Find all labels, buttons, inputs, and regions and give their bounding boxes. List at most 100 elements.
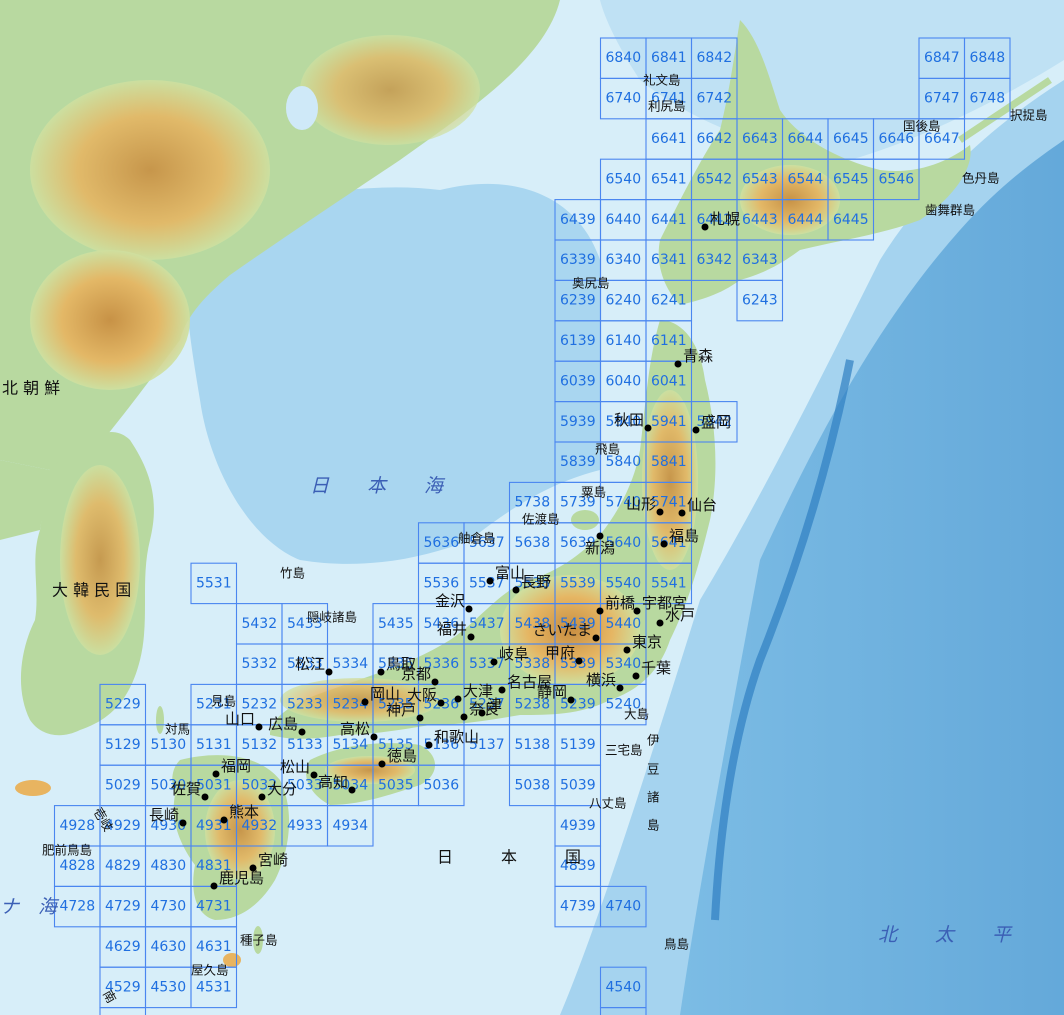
city-marker[interactable]: 静岡 [537, 683, 575, 704]
city-marker[interactable]: 鳥取 [377, 655, 417, 676]
city-marker[interactable]: 金沢 [435, 592, 473, 613]
mesh-cell-box[interactable] [599, 1007, 647, 1015]
mesh-cell-6747[interactable]: 6747 [918, 77, 966, 120]
mesh-cell-6541[interactable]: 6541 [645, 158, 693, 201]
mesh-cell-5432[interactable]: 5432 [235, 603, 283, 645]
mesh-cell-box[interactable] [736, 118, 784, 160]
mesh-cell-box[interactable] [99, 683, 147, 726]
mesh-cell-box[interactable] [827, 199, 875, 241]
mesh-cell-box[interactable] [372, 764, 420, 807]
city-marker[interactable]: 水戸 [656, 606, 696, 627]
mesh-cell-box[interactable] [190, 966, 238, 1009]
city-marker[interactable]: 奈良 [460, 700, 500, 721]
city-marker[interactable]: 松山 [280, 758, 318, 779]
mesh-cell-6748[interactable]: 6748 [963, 77, 1011, 120]
mesh-cell-box[interactable] [190, 885, 238, 928]
mesh-cell-6546[interactable]: 6546 [872, 158, 920, 201]
mesh-cell-box[interactable] [645, 441, 693, 483]
mesh-cell-box[interactable] [190, 562, 238, 605]
mesh-cell-6641[interactable]: 6641 [645, 118, 693, 160]
mesh-cell-box[interactable] [235, 603, 283, 645]
mesh-cell-box[interactable] [554, 360, 602, 403]
mesh-cell-5941[interactable]: 5941 [645, 401, 693, 443]
mesh-cell-box[interactable] [508, 522, 556, 564]
city-marker[interactable]: 盛岡 [692, 413, 732, 434]
mesh-cell-5435[interactable]: 5435 [372, 603, 420, 645]
mesh-cell-6840[interactable]: 6840 [599, 37, 647, 79]
mesh-cell-4530[interactable]: 4530 [144, 966, 192, 1009]
city-marker[interactable]: 横浜 [586, 671, 624, 692]
mesh-cell-box[interactable] [690, 158, 738, 201]
mesh-cell-4731[interactable]: 4731 [190, 885, 238, 928]
mesh-cell-box[interactable] [554, 562, 602, 605]
mesh-cell-box[interactable] [690, 77, 738, 120]
mesh-cell-4829[interactable]: 4829 [99, 845, 147, 887]
mesh-cell-6440[interactable]: 6440 [599, 199, 647, 241]
mesh-cell-6740[interactable]: 6740 [599, 77, 647, 120]
city-marker[interactable]: 長崎 [149, 806, 187, 827]
mesh-cell-box[interactable] [554, 401, 602, 443]
mesh-cell-box[interactable] [99, 764, 147, 807]
mesh-cell-box[interactable] [645, 158, 693, 201]
mesh-cell-box[interactable] [599, 37, 647, 79]
city-marker[interactable]: さいたま [532, 621, 600, 642]
city-marker[interactable]: 富山 [486, 564, 526, 585]
city-marker[interactable]: 京都 [401, 665, 439, 686]
city-marker[interactable]: 秋田 [614, 411, 652, 432]
mesh-cell-6542[interactable]: 6542 [690, 158, 738, 201]
mesh-cell-6340[interactable]: 6340 [599, 239, 647, 281]
mesh-cell-5539[interactable]: 5539 [554, 562, 602, 605]
mesh-cell-5839[interactable]: 5839 [554, 441, 602, 483]
mesh-cell-box[interactable] [645, 360, 693, 403]
mesh-cell-box[interactable] [690, 401, 738, 443]
mesh-cell-4440[interactable]: 4440 [599, 1007, 647, 1015]
city-marker[interactable]: 岡山 [361, 685, 401, 706]
city-marker[interactable]: 佐賀 [171, 780, 209, 801]
mesh-cell-box[interactable] [599, 360, 647, 403]
mesh-cell-box[interactable] [645, 279, 693, 322]
mesh-cell-5029[interactable]: 5029 [99, 764, 147, 807]
mesh-cell-6441[interactable]: 6441 [645, 199, 693, 241]
city-marker[interactable]: 岐阜 [490, 645, 530, 666]
city-marker[interactable]: 山口 [225, 710, 263, 731]
mesh-cell-box[interactable] [872, 158, 920, 201]
mesh-cell-box[interactable] [326, 643, 374, 685]
mesh-cell-box[interactable] [781, 118, 829, 160]
mesh-cell-4631[interactable]: 4631 [190, 926, 238, 968]
mesh-cell-box[interactable] [417, 764, 465, 807]
mesh-cell-box[interactable] [599, 199, 647, 241]
mesh-cell-5334[interactable]: 5334 [326, 643, 374, 685]
mesh-cell-box[interactable] [918, 118, 966, 160]
mesh-cell-box[interactable] [554, 199, 602, 241]
mesh-cell-box[interactable] [235, 643, 283, 685]
mesh-cell-box[interactable] [554, 805, 602, 847]
city-marker[interactable]: 神戸 [386, 701, 424, 722]
mesh-cell-4934[interactable]: 4934 [326, 805, 374, 847]
mesh-cell-5531[interactable]: 5531 [190, 562, 238, 605]
mesh-cell-4540[interactable]: 4540 [599, 966, 647, 1009]
mesh-cell-6140[interactable]: 6140 [599, 320, 647, 362]
mesh-cell-box[interactable] [690, 118, 738, 160]
mesh-cell-6342[interactable]: 6342 [690, 239, 738, 281]
mesh-cell-box[interactable] [645, 199, 693, 241]
city-marker[interactable]: 熊本 [220, 803, 260, 824]
city-marker[interactable]: 東京 [623, 633, 663, 654]
mesh-cell-box[interactable] [53, 885, 101, 928]
mesh-cell-6842[interactable]: 6842 [690, 37, 738, 79]
city-marker[interactable]: 高知 [318, 773, 356, 794]
mesh-cell-6847[interactable]: 6847 [918, 37, 966, 79]
mesh-cell-box[interactable] [781, 158, 829, 201]
mesh-cell-box[interactable] [827, 118, 875, 160]
mesh-cell-6241[interactable]: 6241 [645, 279, 693, 322]
mesh-cell-4429[interactable]: 4429 [99, 1007, 147, 1015]
mesh-cell-4933[interactable]: 4933 [281, 805, 329, 847]
mesh-cell-box[interactable] [99, 845, 147, 887]
city-marker[interactable]: 新潟 [585, 532, 615, 558]
mesh-cell-6339[interactable]: 6339 [554, 239, 602, 281]
mesh-cell-box[interactable] [827, 158, 875, 201]
mesh-cell-5035[interactable]: 5035 [372, 764, 420, 807]
mesh-cell-6642[interactable]: 6642 [690, 118, 738, 160]
mesh-cell-4629[interactable]: 4629 [99, 926, 147, 968]
mesh-cell-box[interactable] [599, 966, 647, 1009]
mesh-cell-box[interactable] [963, 37, 1011, 79]
